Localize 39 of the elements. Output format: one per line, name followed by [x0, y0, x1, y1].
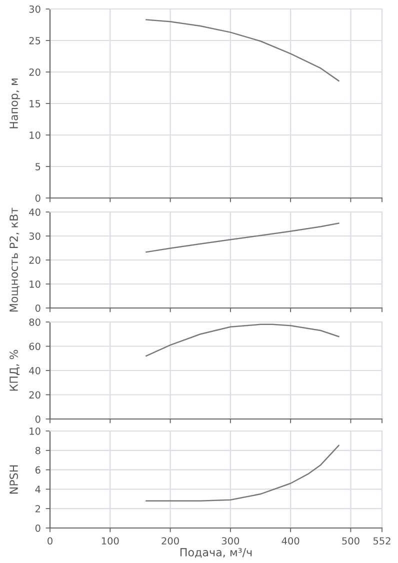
y-axis-title: Напор, м: [10, 78, 20, 128]
y-tick-label: 5: [36, 163, 40, 170]
x-tick-label: 400: [282, 537, 300, 545]
y-tick-label: 15: [30, 100, 40, 108]
y-tick-label: 10: [30, 280, 40, 288]
y-tick-label: 40: [29, 208, 40, 216]
x-tick-label: 100: [102, 537, 119, 545]
x-tick-label: 200: [162, 537, 179, 545]
y-tick-label: 80: [29, 318, 40, 326]
y-tick-label: 10: [30, 131, 40, 139]
y-tick-label: 25: [29, 36, 40, 44]
x-tick-label: 500: [342, 537, 360, 545]
y-tick-label: 20: [29, 256, 40, 264]
y-axis-title: Мощность P2, кВт: [10, 208, 20, 312]
y-tick-label: 0: [35, 524, 40, 532]
y-tick-label: 60: [29, 342, 40, 350]
y-axis-title: NPSH: [10, 465, 18, 494]
y-tick-label: 30: [29, 232, 40, 240]
x-axis-title: Подача, м³/ч: [180, 548, 252, 558]
y-tick-label: 2: [36, 505, 40, 512]
y-tick-label: 0: [35, 194, 40, 202]
y-tick-label: 4: [35, 486, 40, 493]
y-tick-label: 30: [29, 5, 40, 13]
y-tick-label: 20: [29, 391, 40, 399]
y-tick-label: 10: [30, 427, 40, 435]
line-series: [146, 324, 340, 357]
y-tick-label: 8: [35, 446, 40, 454]
line-series: [146, 222, 340, 253]
y-tick-label: 0: [35, 304, 40, 312]
x-tick-label: 300: [222, 537, 240, 545]
y-tick-label: 0: [35, 415, 40, 423]
y-tick-label: 40: [29, 366, 40, 374]
line-series: [146, 444, 340, 502]
line-series: [146, 19, 340, 82]
x-tick-label: 0: [48, 537, 52, 545]
y-axis-title: КПД, %: [10, 350, 20, 391]
y-tick-label: 6: [35, 466, 40, 474]
x-tick-label: 552: [373, 537, 390, 545]
y-tick-label: 20: [29, 68, 40, 76]
